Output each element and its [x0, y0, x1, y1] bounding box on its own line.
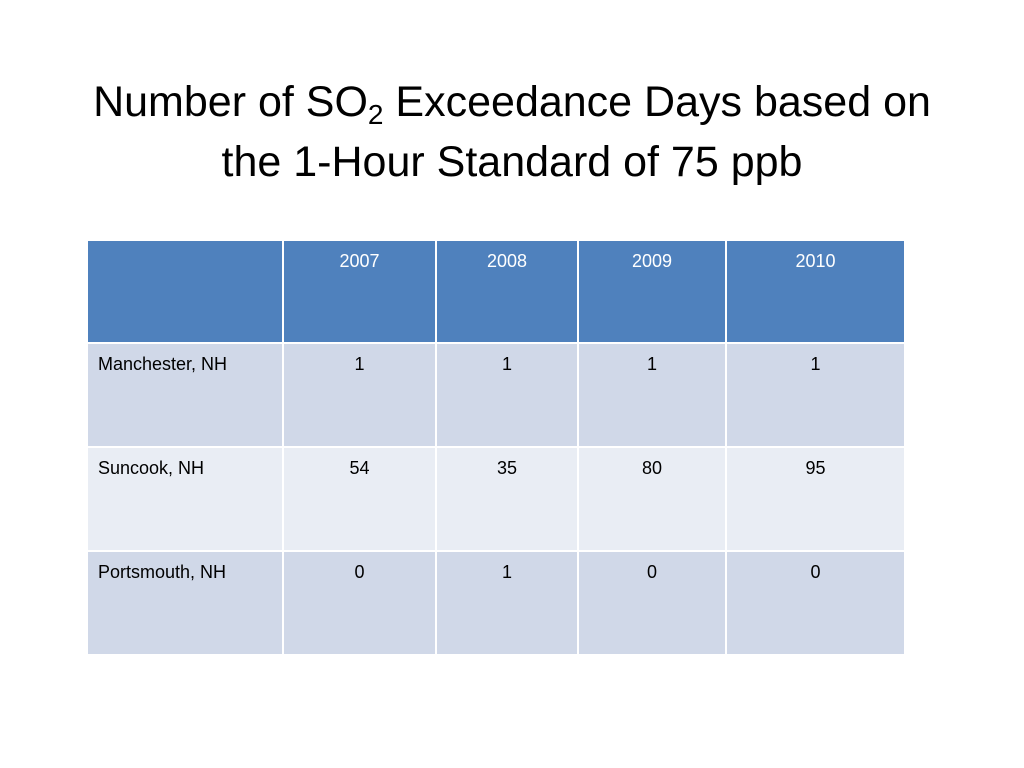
title-line2: the 1-Hour Standard of 75 ppb	[221, 138, 803, 186]
table-header-row: 2007 2008 2009 2010	[86, 239, 906, 344]
header-cell-2009: 2009	[577, 239, 727, 344]
table-cell: 1	[282, 342, 437, 448]
table-cell: 0	[282, 550, 437, 656]
header-cell-2007: 2007	[282, 239, 437, 344]
table-cell: 80	[577, 446, 727, 552]
table-cell: 95	[725, 446, 906, 552]
slide-title: Number of SO2 Exceedance Days based on t…	[60, 72, 964, 192]
table-cell: 35	[435, 446, 579, 552]
table-cell: 54	[282, 446, 437, 552]
table-cell: 0	[577, 550, 727, 656]
table-row: Suncook, NH 54 35 80 95	[86, 446, 906, 552]
row-label-manchester: Manchester, NH	[86, 342, 284, 448]
title-subscript: 2	[367, 99, 384, 130]
table-cell: 1	[577, 342, 727, 448]
table-cell: 1	[725, 342, 906, 448]
title-text-part1: Number of SO	[93, 78, 368, 126]
exceedance-table: 2007 2008 2009 2010 Manchester, NH 1 1 1…	[86, 239, 906, 656]
row-label-suncook: Suncook, NH	[86, 446, 284, 552]
header-cell-2010: 2010	[725, 239, 906, 344]
header-cell-2008: 2008	[435, 239, 579, 344]
header-cell-empty	[86, 239, 284, 344]
row-label-portsmouth: Portsmouth, NH	[86, 550, 284, 656]
table-row: Portsmouth, NH 0 1 0 0	[86, 550, 906, 656]
table-cell: 1	[435, 342, 579, 448]
title-text-part2: Exceedance Days based on	[383, 78, 931, 126]
table-cell: 1	[435, 550, 579, 656]
table-cell: 0	[725, 550, 906, 656]
table-row: Manchester, NH 1 1 1 1	[86, 342, 906, 448]
